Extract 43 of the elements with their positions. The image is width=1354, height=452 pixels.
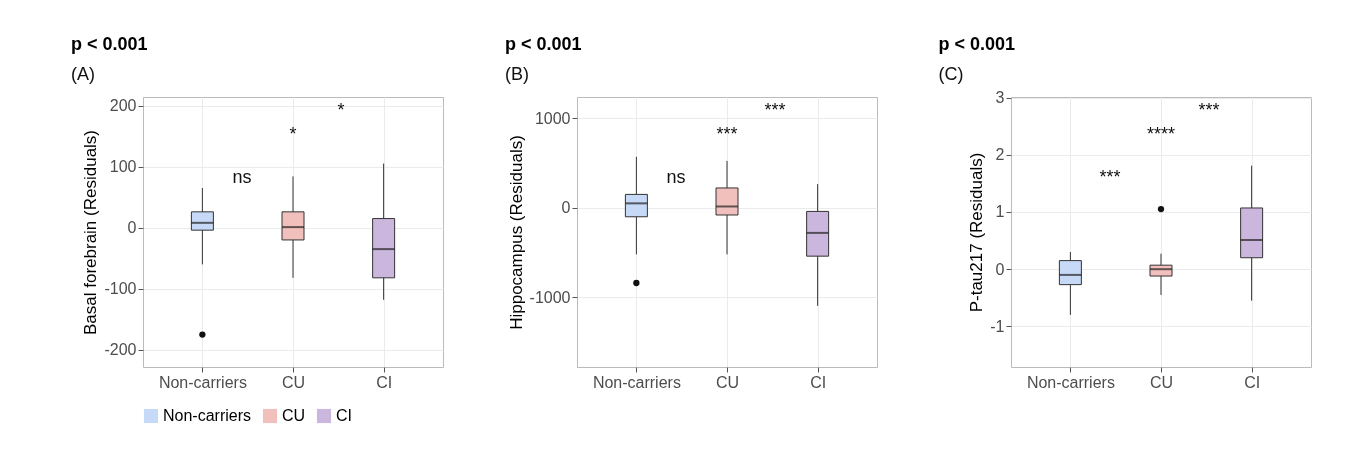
x-tick-label: CI <box>810 373 827 391</box>
text: (C) <box>938 64 964 84</box>
annotation: *** <box>764 99 786 120</box>
legend-label: Non-carriers <box>163 407 252 424</box>
annotation: **** <box>1146 123 1176 144</box>
text: (A) <box>71 64 95 84</box>
y-axis-title: Basal forebrain (Residuals) <box>81 129 101 336</box>
x-tick-label: CU <box>715 373 740 391</box>
y-tick-label: 0 <box>995 260 1005 278</box>
chart-title: p < 0.001 <box>71 34 148 54</box>
annotation: *** <box>1198 99 1220 120</box>
y-tick-label: 1000 <box>534 109 571 127</box>
y-tick-label: -1000 <box>529 288 571 306</box>
y-tick-label: 100 <box>109 158 137 176</box>
y-tick-label: 3 <box>995 89 1005 107</box>
chart-title: p < 0.001 <box>505 34 582 54</box>
y-tick-label: 2 <box>995 146 1005 164</box>
annotation: * <box>337 99 345 120</box>
x-tick-label: CU <box>281 373 306 391</box>
annotation: ns <box>666 167 686 187</box>
y-axis-title: Hippocampus (Residuals) <box>506 135 526 330</box>
y-tick-label: -200 <box>104 341 137 359</box>
x-tick-label: Non-carriers <box>592 373 681 391</box>
annotation: ns <box>232 167 252 187</box>
y-axis-title: P-tau217 (Residuals) <box>967 152 987 313</box>
x-tick-label: CU <box>1149 373 1174 391</box>
y-tick-label: -1 <box>990 317 1005 335</box>
x-tick-label: CI <box>376 373 393 391</box>
text: (B) <box>505 64 529 84</box>
x-tick-label: CI <box>1244 373 1261 391</box>
annotation: *** <box>1099 167 1121 187</box>
y-tick-label: 1 <box>995 203 1005 221</box>
chart-title: p < 0.001 <box>938 34 1016 54</box>
legend-label: CU <box>282 407 306 424</box>
y-tick-label: 0 <box>127 219 137 237</box>
x-tick-label: Non-carriers <box>1026 373 1115 391</box>
x-tick-label: Non-carriers <box>158 373 247 391</box>
y-tick-label: 200 <box>109 97 137 115</box>
y-tick-label: 0 <box>561 199 571 217</box>
legend-label: CI <box>336 407 352 424</box>
annotation: * <box>289 123 297 144</box>
annotation: *** <box>716 123 738 144</box>
y-tick-label: -100 <box>104 280 137 298</box>
